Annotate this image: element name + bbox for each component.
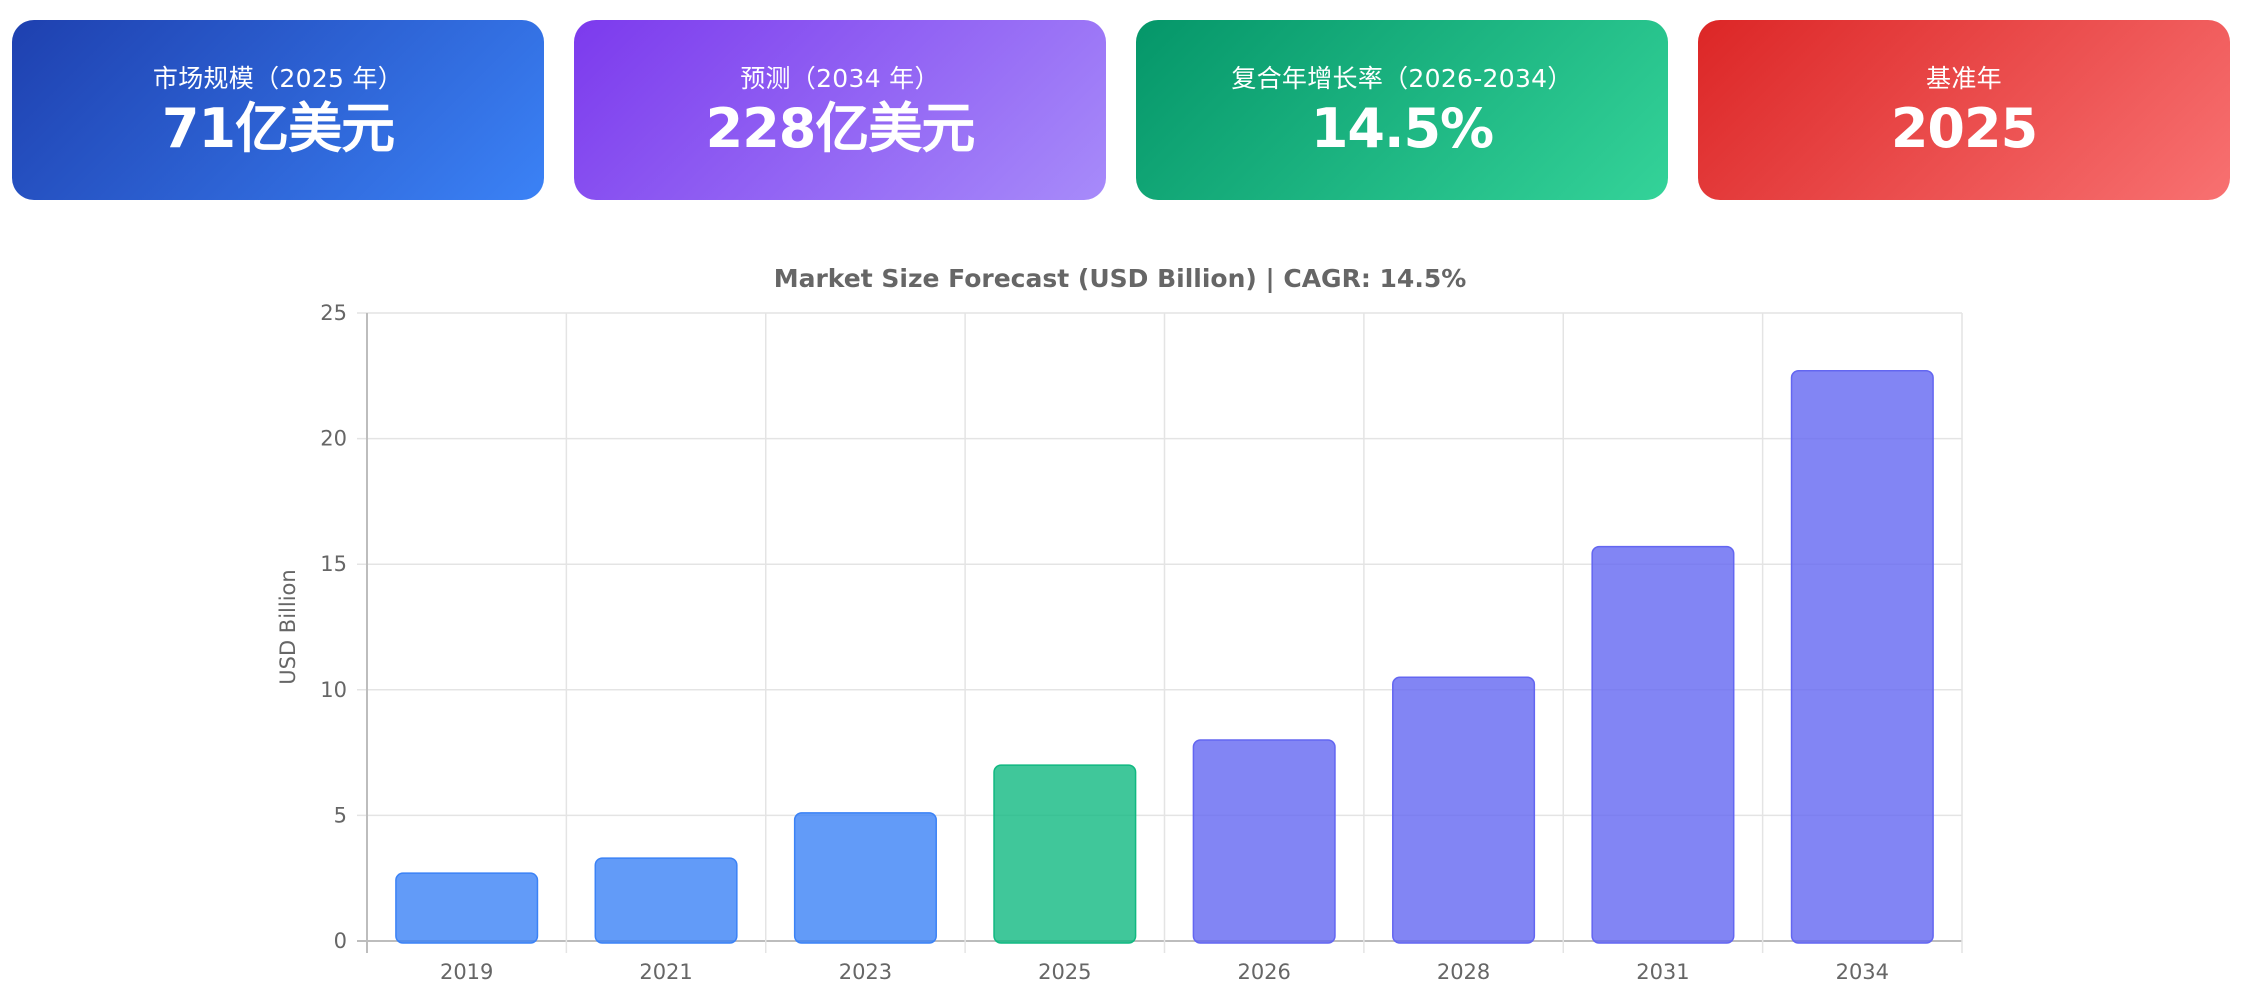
x-tick-label: 2034 (1836, 960, 1889, 984)
x-tick-label: 2021 (639, 960, 692, 984)
bar-2021 (594, 857, 738, 944)
bar-2034 (1790, 370, 1934, 944)
y-tick-label: 0 (334, 929, 347, 953)
y-tick-label: 20 (320, 427, 347, 451)
kpi-card-value: 2025 (1890, 97, 2038, 160)
kpi-card-cagr: 复合年增长率（2026-2034） 14.5% (1136, 20, 1668, 200)
kpi-card-label: 复合年增长率（2026-2034） (1231, 64, 1573, 93)
x-tick-label: 2031 (1636, 960, 1689, 984)
y-tick-label: 10 (320, 678, 347, 702)
bar-2019 (395, 872, 539, 944)
kpi-card-market-size: 市场规模（2025 年） 71亿美元 (12, 20, 544, 200)
kpi-card-base-year: 基准年 2025 (1698, 20, 2230, 200)
kpi-card-forecast: 预测（2034 年） 228亿美元 (574, 20, 1106, 200)
y-tick-label: 5 (334, 803, 347, 827)
bar-2025 (993, 764, 1137, 944)
bar-chart-container: Market Size Forecast (USD Billion) | CAG… (0, 250, 2241, 990)
x-tick-label: 2023 (839, 960, 892, 984)
chart-grid (357, 312, 1963, 953)
kpi-card-label: 市场规模（2025 年） (152, 64, 404, 93)
chart-title: Market Size Forecast (USD Billion) | CAG… (774, 264, 1467, 293)
bar-2026 (1192, 739, 1336, 944)
y-tick-label: 15 (320, 552, 347, 576)
kpi-card-value: 71亿美元 (161, 97, 395, 160)
kpi-cards: 市场规模（2025 年） 71亿美元 预测（2034 年） 228亿美元 复合年… (12, 20, 2230, 200)
kpi-card-value: 228亿美元 (705, 97, 976, 160)
x-tick-label: 2019 (440, 960, 493, 984)
kpi-card-value: 14.5% (1310, 97, 1494, 160)
x-tick-label: 2025 (1038, 960, 1091, 984)
x-tick-label: 2026 (1237, 960, 1290, 984)
kpi-card-label: 预测（2034 年） (740, 64, 940, 93)
kpi-card-label: 基准年 (1926, 64, 2002, 93)
y-tick-label: 25 (320, 301, 347, 325)
x-tick-label: 2028 (1437, 960, 1490, 984)
bar-2023 (793, 812, 937, 944)
chart-bars (395, 370, 1934, 944)
bar-2031 (1591, 545, 1735, 944)
bar-2028 (1392, 676, 1536, 944)
bar-chart: Market Size Forecast (USD Billion) | CAG… (276, 264, 1963, 984)
y-axis-label: USD Billion (276, 569, 300, 684)
